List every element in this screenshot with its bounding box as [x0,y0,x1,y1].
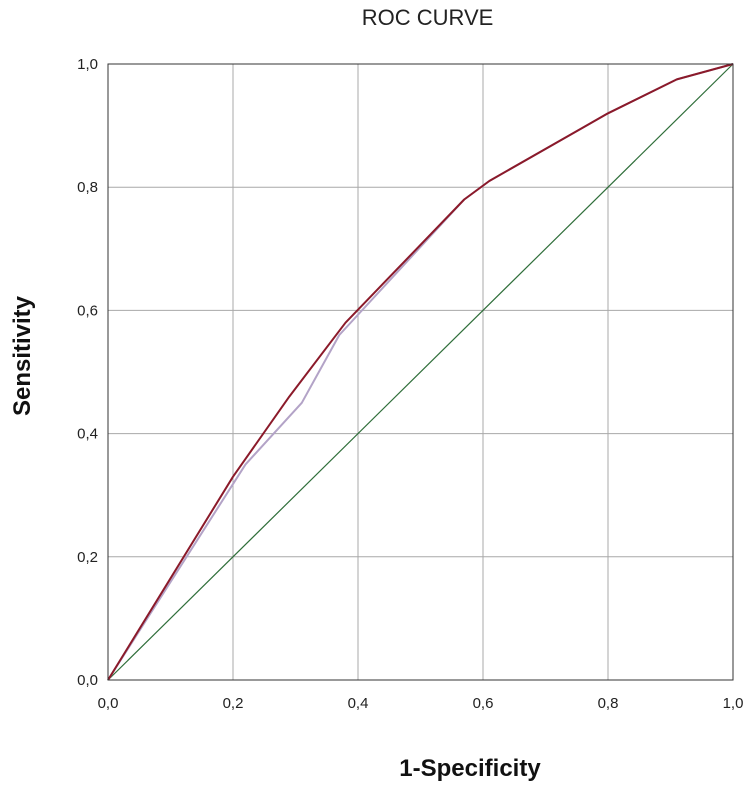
x-axis-title: 1-Specificity [399,755,541,782]
plot-frame [107,63,734,681]
y-tick-label: 0,4 [77,426,98,443]
x-tick-label: 0,2 [223,695,244,712]
y-tick-label: 0,0 [77,672,98,689]
y-tick-label: 0,6 [77,302,98,319]
y-tick-label: 1,0 [77,56,98,73]
chart-title: ROC CURVE [361,5,494,30]
plot-border [107,63,734,681]
tick-labels: 0,0 0,2 0,4 0,6 0,8 1,0 0,0 0,2 0,4 0,6 0,8 1,0 [77,56,743,712]
series-layer [107,63,734,681]
x-tick-label: 0,4 [348,695,369,712]
y-tick-label: 0,8 [77,179,98,196]
roc-curve-line [107,63,734,681]
x-tick-label: 1,0 [723,695,744,712]
x-tick-label: 0,6 [473,695,494,712]
reference-line [107,63,734,681]
y-tick-label: 0,2 [77,549,98,566]
x-tick-label: 0,8 [598,695,619,712]
x-tick-label: 0,0 [98,695,119,712]
